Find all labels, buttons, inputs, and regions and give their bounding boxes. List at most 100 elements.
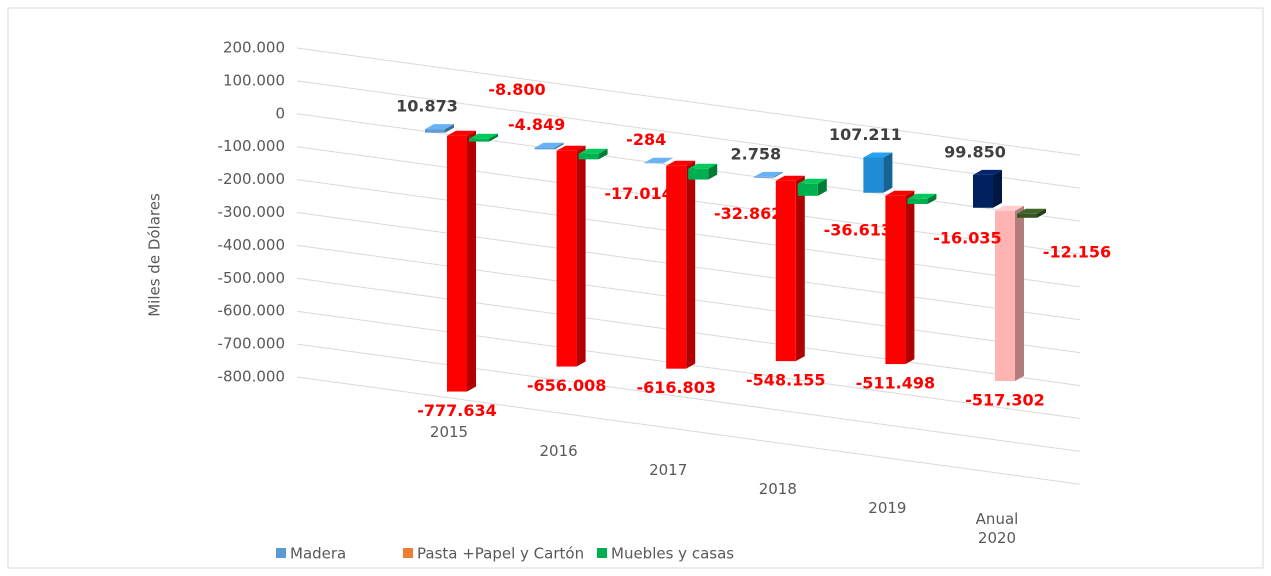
y-tick-label: -500.000 xyxy=(218,269,285,287)
value-label: 99.850 xyxy=(944,142,1006,161)
bar-side xyxy=(1037,208,1046,218)
bar-side xyxy=(554,142,564,150)
bar-top xyxy=(753,171,783,177)
bar xyxy=(995,210,1015,381)
bar-top xyxy=(447,130,476,136)
legend-swatch xyxy=(597,548,607,558)
bar-side xyxy=(905,190,915,365)
bar-top xyxy=(578,148,608,154)
bar-top xyxy=(995,205,1024,211)
x-tick-label: 2017 xyxy=(649,461,688,479)
y-tick-label: -200.000 xyxy=(218,170,285,188)
bar-side xyxy=(489,133,498,142)
bar-side xyxy=(883,152,893,193)
value-label: -32.862 xyxy=(714,204,782,223)
bar-top xyxy=(666,160,696,166)
bar-top xyxy=(973,169,1002,175)
value-label: -616.803 xyxy=(636,378,716,397)
bar-side xyxy=(993,169,1002,208)
bar xyxy=(469,138,489,142)
x-tick-label: 2016 xyxy=(539,442,578,460)
bar-side xyxy=(795,175,805,362)
chart-frame xyxy=(7,7,1264,569)
bar-side xyxy=(664,157,674,163)
bar-top xyxy=(885,190,915,196)
grid-line xyxy=(296,47,1081,156)
value-label: -548.155 xyxy=(746,371,826,390)
value-label: -17.014 xyxy=(604,184,672,203)
bar-top xyxy=(775,175,805,181)
value-label: -36.613 xyxy=(824,220,892,239)
x-tick-label: Anual 2020 xyxy=(975,510,1019,547)
bar xyxy=(775,180,796,362)
bar-side xyxy=(1015,205,1024,381)
legend-swatch xyxy=(403,548,413,558)
y-tick-label: -100.000 xyxy=(218,137,285,155)
bar xyxy=(863,157,884,193)
y-tick-label: 0 xyxy=(275,104,285,122)
bar xyxy=(753,176,774,178)
value-label: -656.008 xyxy=(527,376,607,395)
bar xyxy=(797,183,818,196)
bar-side xyxy=(467,130,476,392)
bar xyxy=(447,135,467,392)
x-tick-label: 2018 xyxy=(758,480,797,498)
bar-side xyxy=(708,163,718,180)
bar xyxy=(885,195,906,365)
bar xyxy=(907,198,928,205)
bar-top xyxy=(688,163,718,169)
grid-line xyxy=(296,343,1081,452)
bar xyxy=(644,162,665,164)
bar-side xyxy=(927,193,937,205)
y-tick-label: -300.000 xyxy=(218,203,285,221)
y-tick-label: -800.000 xyxy=(218,368,285,386)
bar xyxy=(556,150,577,367)
bar-side xyxy=(576,145,586,367)
value-label: -511.498 xyxy=(856,374,936,393)
bar-side xyxy=(817,178,827,196)
bar-top xyxy=(425,124,454,130)
value-label: 107.211 xyxy=(829,125,902,144)
x-tick-label: 2015 xyxy=(429,423,469,441)
bar xyxy=(578,153,599,160)
value-label: -777.634 xyxy=(417,401,497,420)
legend-label: Madera xyxy=(290,545,346,563)
x-tick-label: 2019 xyxy=(868,499,907,517)
bar xyxy=(1017,213,1037,218)
bar-top xyxy=(556,145,586,151)
value-label: -16.035 xyxy=(933,229,1001,248)
y-tick-label: -700.000 xyxy=(218,335,285,353)
y-tick-label: 100.000 xyxy=(223,71,285,89)
bar-top xyxy=(469,133,498,139)
bar-top xyxy=(797,178,827,184)
bar-side xyxy=(686,160,696,369)
bar xyxy=(534,147,555,150)
value-label: 2.758 xyxy=(730,144,781,163)
bar-top xyxy=(644,157,674,163)
bar-top xyxy=(1017,208,1046,214)
y-tick-label: 200.000 xyxy=(223,39,285,57)
bar xyxy=(425,129,445,133)
bar-side xyxy=(773,171,783,178)
grid-line xyxy=(296,376,1081,485)
bar xyxy=(688,168,709,180)
y-axis-title: Miles de Dólares xyxy=(146,193,164,317)
value-label: -12.156 xyxy=(1043,242,1111,261)
legend-label: Muebles y casas xyxy=(611,545,734,563)
bar xyxy=(973,174,993,208)
value-label: -8.800 xyxy=(488,80,545,99)
y-tick-label: -600.000 xyxy=(218,302,285,320)
value-label: 10.873 xyxy=(396,97,458,116)
grid-line xyxy=(296,80,1081,189)
legend-label: Pasta +Papel y Cartón xyxy=(417,545,584,563)
bar-top xyxy=(907,193,937,199)
bar xyxy=(666,165,687,369)
value-label: -4.849 xyxy=(508,115,565,134)
legend-swatch xyxy=(276,548,286,558)
bar-top xyxy=(534,142,564,148)
bar-side xyxy=(445,124,454,133)
value-label: -517.302 xyxy=(965,390,1045,409)
bar-side xyxy=(598,148,608,160)
